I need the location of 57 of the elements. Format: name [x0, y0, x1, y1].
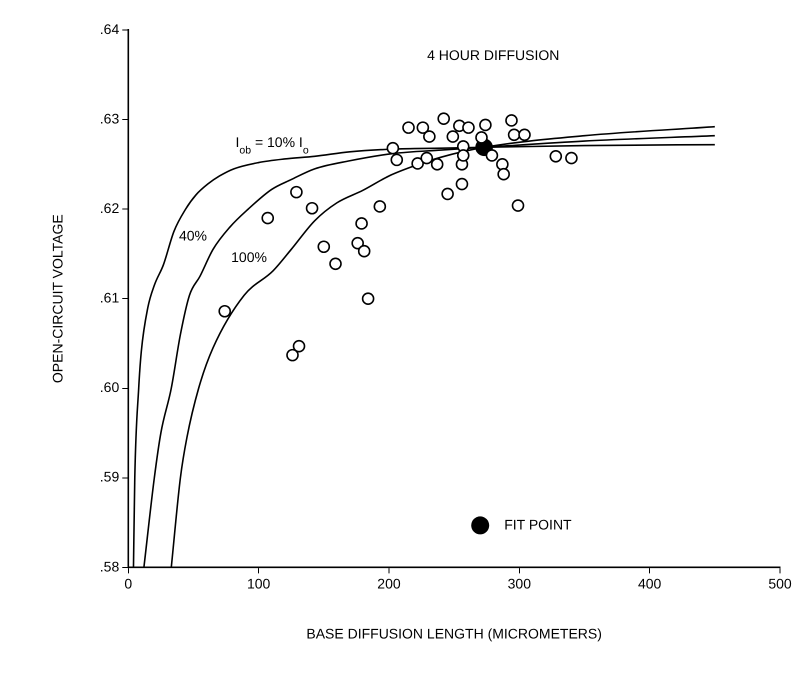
- point: [362, 292, 374, 305]
- annotation: 4 HOUR DIFFUSION: [427, 46, 560, 63]
- point: [355, 217, 368, 230]
- point: [462, 121, 475, 134]
- point: [565, 152, 578, 164]
- annotation: 100%: [231, 248, 267, 265]
- x-tick-label: 300: [508, 576, 532, 592]
- point: [374, 200, 386, 213]
- y-tick-label: .62: [100, 200, 120, 216]
- x-tick-label: 0: [124, 576, 132, 592]
- y-tick-label: .63: [100, 110, 120, 126]
- point: [456, 149, 470, 162]
- point: [390, 154, 404, 166]
- y-tick-label: .58: [100, 558, 120, 574]
- y-tick-label: .64: [100, 20, 120, 37]
- point: [486, 149, 498, 162]
- point: [411, 157, 424, 170]
- point: [292, 340, 306, 352]
- point: [351, 236, 364, 250]
- point: [437, 112, 450, 125]
- point: [420, 152, 434, 164]
- point: [290, 186, 303, 198]
- point: [446, 130, 460, 143]
- y-tick-label: .59: [100, 468, 120, 485]
- y-tick-label: .61: [100, 290, 120, 306]
- point: [261, 212, 274, 224]
- x-axis-title: BASE DIFFUSION LENGTH (MICROMETERS): [306, 625, 602, 642]
- x-tick-label: 500: [768, 576, 792, 592]
- point: [286, 348, 299, 362]
- point: [358, 244, 370, 258]
- point: [456, 178, 468, 190]
- x-tick-label: 100: [246, 576, 270, 592]
- point: [402, 121, 415, 134]
- y-tick-label: .60: [100, 379, 120, 396]
- point: [508, 128, 520, 142]
- x-tick-label: 200: [377, 576, 401, 592]
- point: [386, 142, 400, 155]
- point: [317, 240, 330, 254]
- point: [218, 304, 232, 318]
- point: [430, 158, 444, 171]
- point: [550, 150, 562, 163]
- annotation: 40%: [178, 227, 207, 244]
- point: [479, 118, 492, 132]
- point: [416, 121, 430, 134]
- point: [497, 168, 510, 181]
- point: [518, 128, 531, 142]
- point: [475, 131, 488, 144]
- point: [306, 202, 318, 215]
- point: [441, 188, 454, 200]
- x-tick-label: 400: [638, 576, 662, 592]
- point: [505, 114, 518, 127]
- y-axis-title: OPEN-CIRCUIT VOLTAGE: [49, 214, 66, 384]
- point: [496, 158, 509, 171]
- point: [329, 257, 342, 270]
- legend-label: FIT POINT: [504, 516, 572, 532]
- point: [512, 199, 524, 212]
- point: [423, 130, 436, 143]
